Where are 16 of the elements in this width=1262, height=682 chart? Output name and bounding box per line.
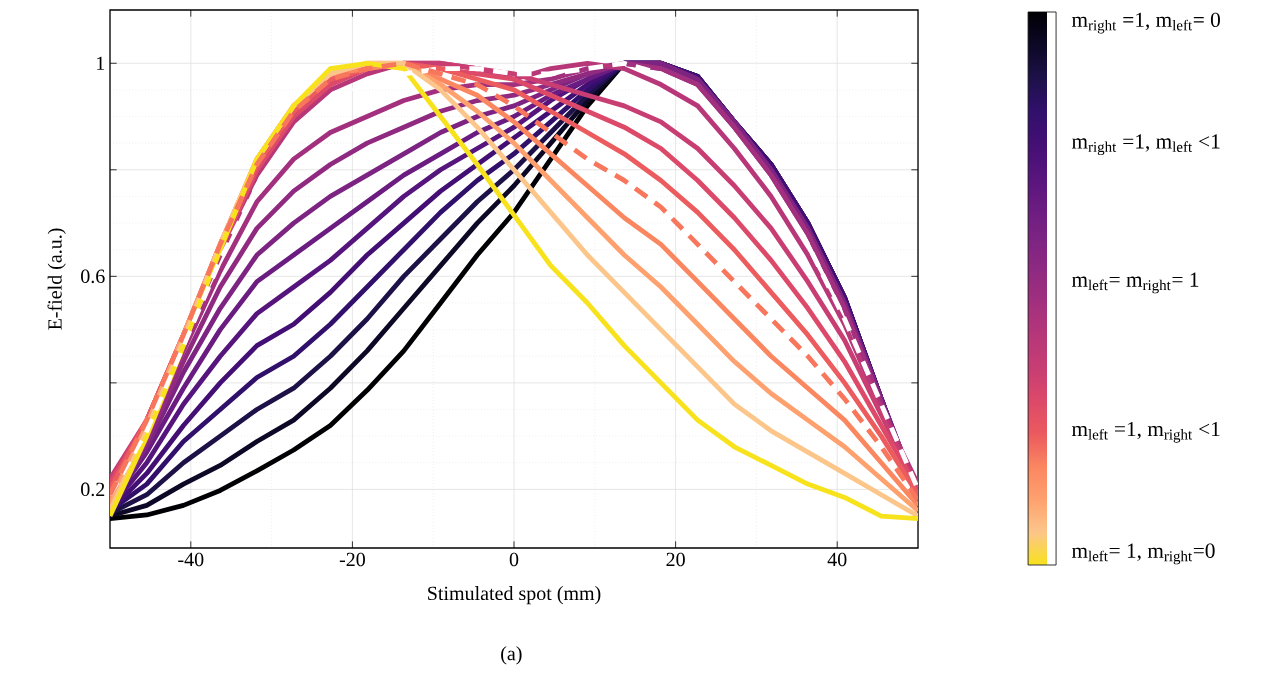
x-tick-label: 0: [509, 552, 519, 567]
x-tick-label: -40: [178, 552, 204, 567]
color-bar-label: m$_{left}$= m$_{right}$= 1: [1071, 272, 1199, 294]
y-tick-label: 0.6: [81, 269, 105, 284]
x-tick-label: -20: [339, 552, 365, 567]
x-tick-label: 40: [827, 552, 847, 567]
y-tick-label: 0.2: [81, 482, 105, 497]
color-bar-label: m$_{right}$ =1, m$_{left}$= 0: [1071, 12, 1220, 34]
y-tick-label: 1: [97, 56, 105, 70]
y-axis-title: E-field (a.u.): [47, 228, 66, 330]
x-axis-title: Stimulated spot (mm): [428, 586, 601, 605]
color-bar-label: m$_{left}$ =1, m$_{right}$ <1: [1071, 421, 1220, 443]
color-bar-label: m$_{right}$ =1, m$_{left}$ <1: [1071, 134, 1220, 156]
x-tick-label: 20: [666, 552, 685, 567]
color-bar-label: m$_{left}$= 1, m$_{right}$=0: [1071, 543, 1215, 565]
text: (a): [501, 646, 522, 665]
